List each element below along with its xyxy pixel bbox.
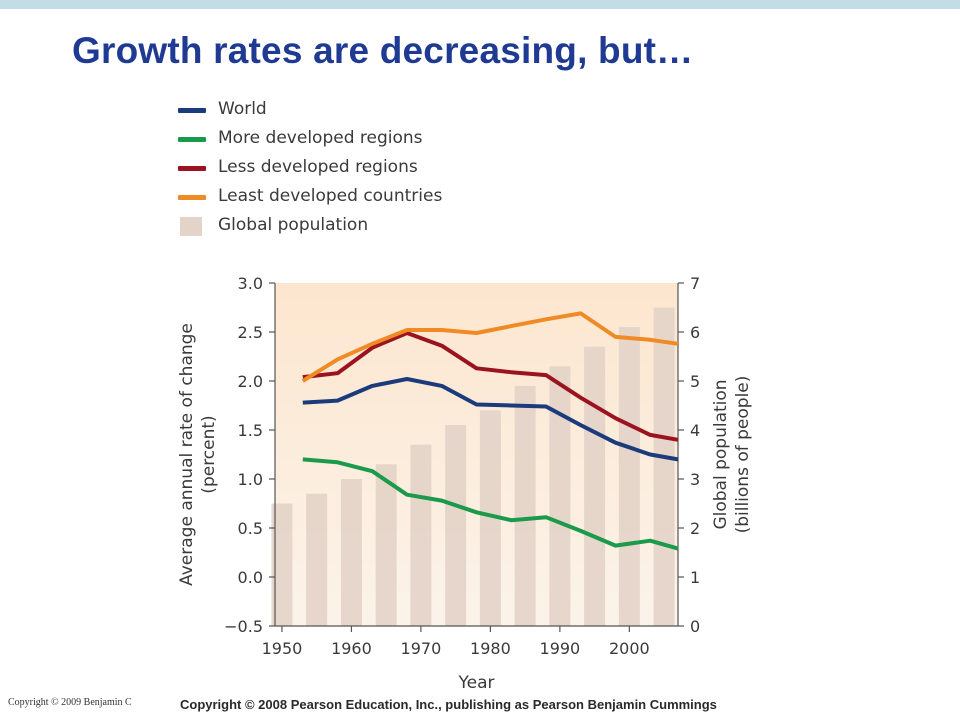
y-tick-label: 1.5	[238, 421, 263, 440]
legend-label-world: World	[218, 99, 267, 119]
x-axis-title: Year	[458, 673, 495, 693]
legend-label-less-developed: Less developed regions	[218, 157, 418, 177]
legend-swatch-global-population	[180, 217, 202, 236]
series-line-less-developed-regions	[302, 331, 679, 442]
y2-axis-title: Global population	[711, 379, 731, 529]
y-axis-title-unit: (percent)	[199, 415, 219, 493]
legend-swatch-less-developed	[178, 166, 206, 171]
top-accent-bar	[0, 0, 960, 9]
y2-tick-label: 3	[690, 470, 700, 489]
y-tick-label: 1.0	[238, 470, 263, 489]
y2-tick-label: 1	[690, 568, 700, 587]
y-tick-label: 2.0	[238, 372, 263, 391]
copyright-right: Copyright © 2008 Pearson Education, Inc.…	[180, 697, 717, 712]
y-tick-label: 0.0	[238, 568, 263, 587]
y2-tick-label: 0	[690, 617, 700, 636]
x-tick-label: 2000	[609, 639, 650, 658]
x-tick-label: 1970	[401, 639, 442, 658]
population-bar-1960	[340, 479, 362, 626]
y2-tick-label: 2	[690, 519, 700, 538]
x-tick-label: 1950	[262, 639, 303, 658]
slide-title: Growth rates are decreasing, but…	[72, 30, 694, 71]
population-bar-1955	[306, 493, 328, 626]
series-line-more-developed-regions	[302, 457, 679, 551]
x-tick-label: 1990	[540, 639, 581, 658]
legend-label-least-developed: Least developed countries	[218, 186, 443, 206]
y2-tick-label: 4	[690, 421, 700, 440]
population-bar-1995	[584, 346, 606, 626]
population-bar-1965	[375, 464, 397, 626]
series-line-world	[302, 377, 679, 462]
y-axis-title: Average annual rate of change	[177, 323, 197, 586]
population-bar-1990	[549, 366, 571, 626]
population-bar-1950	[271, 503, 293, 626]
x-tick-label: 1980	[470, 639, 511, 658]
series-line-least-developed-countries	[301, 311, 679, 383]
x-tick-label: 1960	[331, 639, 372, 658]
population-bar-1985	[514, 385, 536, 626]
legend-label-more-developed: More developed regions	[218, 128, 423, 148]
y-tick-label: 0.5	[238, 519, 263, 538]
population-bar-1970	[410, 444, 432, 626]
copyright-left: Copyright © 2009 Benjamin C	[8, 697, 132, 708]
y-tick-label: −0.5	[224, 617, 263, 636]
legend-swatch-world	[178, 108, 206, 113]
legend-swatch-more-developed	[178, 137, 206, 142]
population-bar-1975	[445, 425, 467, 626]
legend-label-global-population: Global population	[218, 215, 369, 235]
legend-swatch-least-developed	[178, 195, 206, 200]
y2-tick-label: 5	[690, 372, 700, 391]
population-bar-1980	[479, 410, 501, 626]
y-tick-label: 3.0	[238, 274, 263, 293]
population-bar-2000	[618, 327, 640, 626]
y2-tick-label: 7	[690, 274, 700, 293]
y2-tick-label: 6	[690, 323, 700, 342]
population-bar-2005	[653, 307, 675, 626]
y-tick-label: 2.5	[238, 323, 263, 342]
population-growth-chart: −0.5 0.0 0.5 1.0 1.5 2.0 2.5 3.0 0 1 2 3 4 5 6 7 1950 196…	[177, 274, 753, 693]
y2-axis-title-unit: (billions of people)	[733, 376, 753, 534]
